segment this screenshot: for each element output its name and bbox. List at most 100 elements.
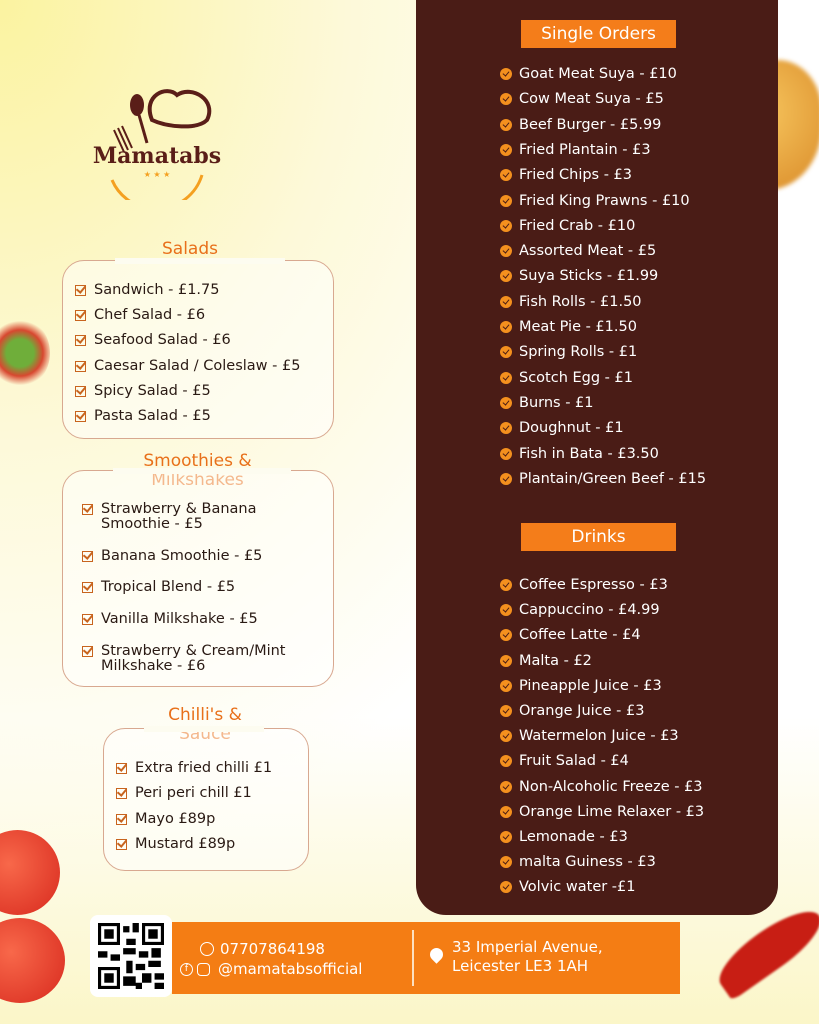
phone-contact[interactable]: 07707864198 <box>200 940 325 958</box>
smoothie-item: Tropical Blend - £5 <box>82 580 235 595</box>
item-text: Extra fried chilli £1 <box>135 760 273 776</box>
check-circle-icon <box>500 472 512 485</box>
single-order-item: Plantain/Green Beef - £15 <box>500 471 706 487</box>
item-text: Assorted Meat - £5 <box>519 243 657 260</box>
check-circle-icon <box>500 604 512 617</box>
item-text: Mayo £89p <box>135 810 216 827</box>
instagram-icon <box>197 962 210 976</box>
item-text: Tropical Blend - £5 <box>101 579 236 595</box>
drinks-label: Drinks <box>521 523 676 551</box>
chilli-item: Mayo £89p <box>116 810 216 827</box>
divider <box>412 930 414 986</box>
item-text: malta Guiness - £3 <box>519 854 656 871</box>
check-circle-icon <box>500 371 512 384</box>
single-order-item: Beef Burger - £5.99 <box>500 117 661 133</box>
item-text: Watermelon Juice - £3 <box>519 728 679 745</box>
salad-item: Caesar Salad / Coleslaw - £5 <box>75 357 301 374</box>
item-text: Suya Sticks - £1.99 <box>519 268 659 285</box>
drink-item: Orange Lime Relaxer - £3 <box>500 804 704 820</box>
drink-item: Lemonade - £3 <box>500 829 628 845</box>
check-circle-icon <box>500 856 512 869</box>
item-text: Milkshake - £6 <box>101 658 206 674</box>
social-handle: @mamatabsofficial <box>218 960 363 978</box>
social-contact[interactable]: f @mamatabsofficial <box>180 960 362 978</box>
item-text: Fried Chips - £3 <box>519 167 633 184</box>
chilli-item: Peri peri chill £1 <box>116 786 252 801</box>
checkbox-icon <box>116 838 127 850</box>
item-text: Fried King Prawns - £10 <box>519 192 690 209</box>
chilli-title-line1: Chilli's & <box>168 705 242 725</box>
item-text: Beef Burger - £5.99 <box>519 116 662 133</box>
item-text: Fried Crab - £10 <box>519 217 636 234</box>
drink-item: Watermelon Juice - £3 <box>500 728 679 744</box>
check-circle-icon <box>500 881 512 894</box>
single-order-item: Fried King Prawns - £10 <box>500 193 690 209</box>
phone-number: 07707864198 <box>220 940 325 958</box>
check-circle-icon <box>500 422 512 435</box>
drink-item: Fruit Salad - £4 <box>500 753 629 769</box>
item-text: Pineapple Juice - £3 <box>519 677 662 694</box>
salad-item: Seafood Salad - £6 <box>75 333 231 348</box>
item-text: Malta - £2 <box>519 652 592 669</box>
check-circle-icon <box>500 780 512 793</box>
single-order-item: Goat Meat Suya - £10 <box>500 66 677 82</box>
item-text: Scotch Egg - £1 <box>519 369 633 386</box>
check-circle-icon <box>500 245 512 258</box>
address: 33 Imperial Avenue, Leicester LE3 1AH <box>452 938 603 976</box>
qr-code[interactable] <box>90 915 172 997</box>
drink-item: Volvic water -£1 <box>500 879 636 895</box>
item-text: Fish in Bata - £3.50 <box>519 445 659 462</box>
facebook-icon: f <box>180 962 193 976</box>
checkbox-icon <box>75 360 86 372</box>
drink-item: Non-Alcoholic Freeze - £3 <box>500 779 703 795</box>
item-text: Sandwich - £1.75 <box>94 282 220 298</box>
salad-item: Chef Salad - £6 <box>75 308 205 323</box>
item-text: Plantain/Green Beef - £15 <box>519 470 707 487</box>
qr-code-image <box>98 923 164 989</box>
checkbox-icon <box>75 335 86 347</box>
item-text: Orange Juice - £3 <box>519 703 645 719</box>
single-order-item: Fried Chips - £3 <box>500 167 632 183</box>
drink-item: Coffee Espresso - £3 <box>500 577 668 593</box>
item-text: Orange Lime Relaxer - £3 <box>519 803 705 820</box>
smoothie-item: Strawberry & Cream/Mint Milkshake - £6 <box>82 644 286 674</box>
check-circle-icon <box>500 654 512 667</box>
item-text: Volvic water -£1 <box>519 879 636 896</box>
salad-item: Sandwich - £1.75 <box>75 283 220 298</box>
check-circle-icon <box>500 169 512 182</box>
drink-item: Cappuccino - £4.99 <box>500 602 660 618</box>
item-text: Smoothie - £5 <box>101 516 203 532</box>
drink-item: malta Guiness - £3 <box>500 854 656 870</box>
checkbox-icon <box>82 646 93 657</box>
check-circle-icon <box>500 705 512 717</box>
item-text: Seafood Salad - £6 <box>94 332 231 349</box>
check-circle-icon <box>500 93 512 106</box>
salads-title: Salads <box>162 239 218 259</box>
single-order-item: Fried Crab - £10 <box>500 218 635 234</box>
smoothies-box <box>62 468 334 687</box>
check-circle-icon <box>500 118 512 131</box>
check-circle-icon <box>500 730 512 743</box>
checkbox-icon <box>116 788 127 800</box>
single-order-item: Fish in Bata - £3.50 <box>500 446 659 462</box>
single-order-item: Suya Sticks - £1.99 <box>500 268 658 284</box>
checkbox-icon <box>116 813 127 825</box>
item-text: Vanilla Milkshake - £5 <box>101 611 258 627</box>
smoothies-title-line1: Smoothies & <box>143 451 252 471</box>
item-text: Lemonade - £3 <box>519 829 628 845</box>
single-order-item: Cow Meat Suya - £5 <box>500 91 664 107</box>
item-text: Banana Smoothie - £5 <box>101 548 263 564</box>
single-order-item: Fish Rolls - £1.50 <box>500 294 642 310</box>
whatsapp-icon <box>200 942 214 956</box>
drink-item: Malta - £2 <box>500 653 592 669</box>
salad-item: Spicy Salad - £5 <box>75 383 211 399</box>
item-text: Non-Alcoholic Freeze - £3 <box>519 778 703 795</box>
check-circle-icon <box>500 831 512 843</box>
check-circle-icon <box>500 270 512 283</box>
check-circle-icon <box>500 805 512 818</box>
item-text: Caesar Salad / Coleslaw - £5 <box>94 357 301 374</box>
item-text: Pasta Salad - £5 <box>94 408 211 424</box>
item-text: Doughnut - £1 <box>519 420 624 437</box>
item-text: Cappuccino - £4.99 <box>519 602 660 619</box>
chilli-item: Extra fried chilli £1 <box>116 761 272 776</box>
